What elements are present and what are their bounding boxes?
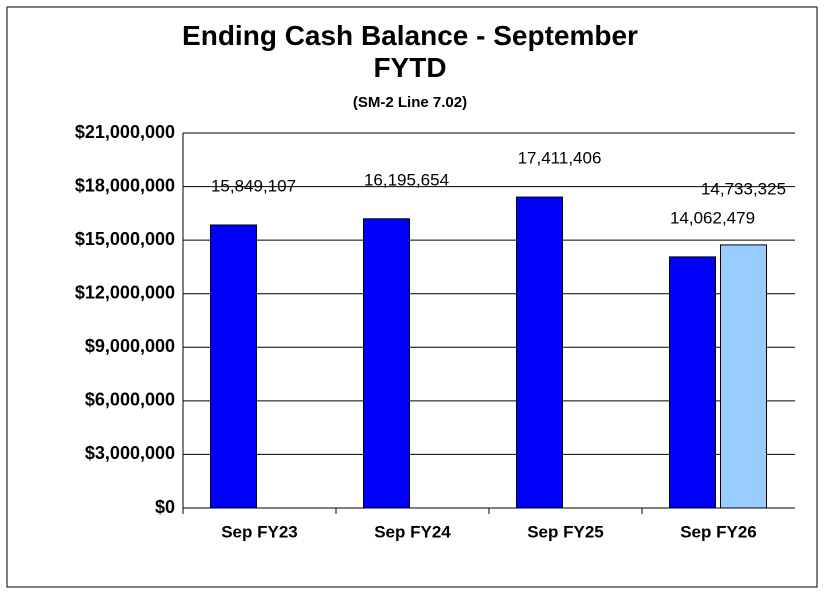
data-label: 16,195,654 [364, 170, 449, 189]
y-tick-label: $0 [155, 497, 175, 517]
x-tick-label: Sep FY24 [374, 522, 451, 541]
chart-frame [6, 6, 818, 588]
data-label: 15,849,107 [211, 176, 296, 195]
data-label: 14,733,325 [701, 179, 786, 198]
y-tick-label: $3,000,000 [85, 443, 175, 463]
x-tick-label: Sep FY25 [527, 522, 604, 541]
y-tick-label: $6,000,000 [85, 390, 175, 410]
bar [669, 256, 716, 509]
x-tick-label: Sep FY23 [221, 522, 298, 541]
y-tick-label: $15,000,000 [75, 229, 175, 249]
bar [210, 224, 257, 509]
y-tick-label: $12,000,000 [75, 282, 175, 302]
bar [363, 218, 410, 509]
bar [516, 196, 563, 509]
data-label: 14,062,479 [670, 208, 755, 227]
y-tick-label: $9,000,000 [85, 336, 175, 356]
y-tick-label: $21,000,000 [75, 122, 175, 142]
bar [720, 244, 767, 509]
y-tick-label: $18,000,000 [75, 175, 175, 195]
x-tick-label: Sep FY26 [680, 522, 757, 541]
chart-title: Ending Cash Balance - September FYTD [182, 20, 638, 83]
data-label: 17,411,406 [518, 149, 602, 168]
chart-subtitle: (SM-2 Line 7.02) [353, 94, 467, 111]
